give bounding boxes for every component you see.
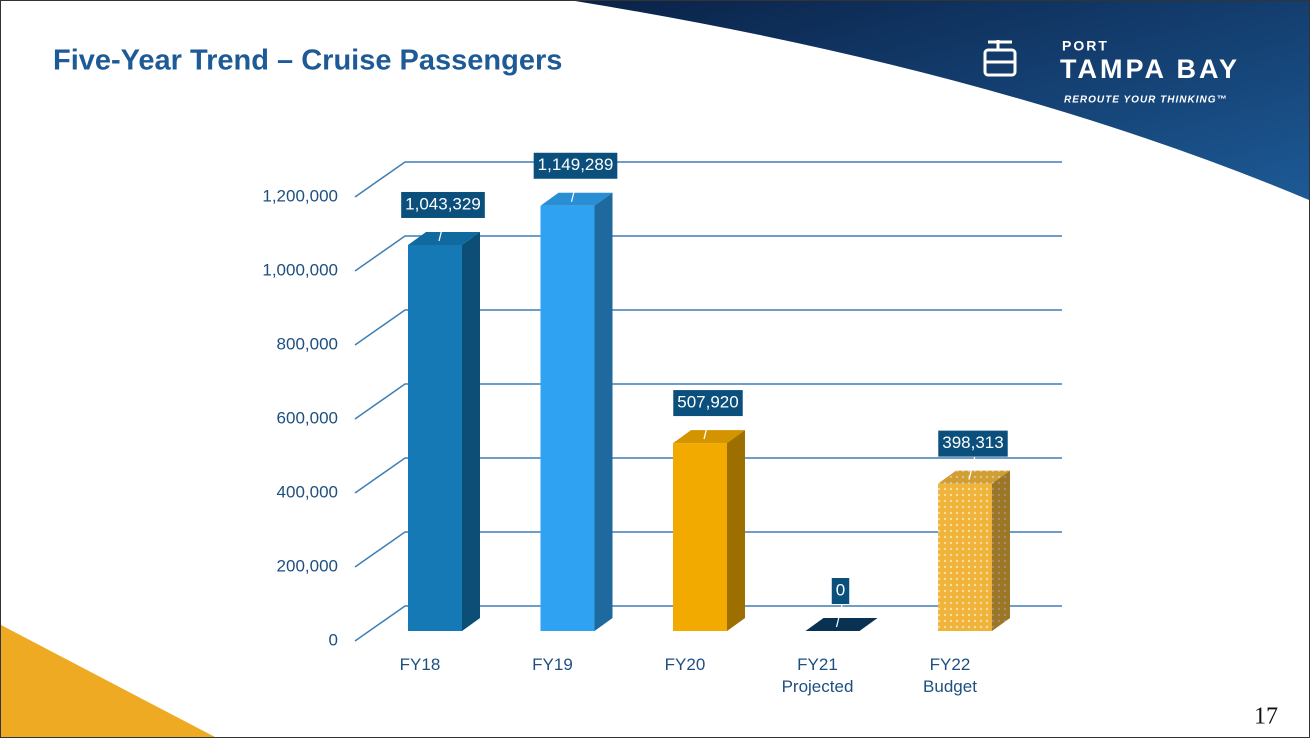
data-label-box [831, 578, 850, 604]
page-number: 17 [1254, 704, 1278, 730]
x-tick-label: FY22 Budget [923, 655, 977, 696]
y-tick-label: 800,000 [277, 334, 338, 353]
y-tick-label: 400,000 [277, 482, 338, 501]
chart: 0 200,000 400,000 600,000 800,000 1,000,000 1,… [262, 152, 1062, 696]
leader-line [703, 414, 711, 440]
grid-line [354, 309, 1062, 346]
y-tick-label: 0 [329, 630, 338, 649]
x-tick-label: FY21 Projected [782, 655, 854, 696]
bar-side [727, 430, 745, 631]
grid-line [354, 235, 1062, 272]
bar-top [805, 618, 878, 631]
bar-top-shade [938, 470, 1010, 484]
tagline: REROUTE YOUR THINKING™ [1064, 95, 1228, 106]
corner-shape [1, 625, 215, 737]
grid-line [354, 457, 1062, 494]
data-label: 507,920 [677, 393, 738, 412]
bar-side-shade [992, 470, 1010, 631]
y-tick-label: 1,000,000 [262, 260, 338, 279]
data-label: 1,149,289 [538, 155, 614, 174]
data-label: 398,313 [942, 433, 1003, 452]
logo-top: PORT [1062, 38, 1109, 54]
y-tick-label: 1,200,000 [262, 186, 338, 205]
data-label: 1,043,329 [405, 194, 481, 213]
bar-side-dots [992, 470, 1010, 631]
y-tick-label: 600,000 [277, 408, 338, 427]
y-tick-label: 200,000 [277, 556, 338, 575]
grid-line [354, 383, 1062, 420]
bar-side [594, 192, 613, 632]
x-tick-label: FY19 [532, 655, 573, 674]
leader-line [968, 455, 976, 480]
chart-title: Five-Year Trend – Cruise Passengers [53, 45, 562, 77]
logo-name: TAMPA BAY [1060, 54, 1240, 84]
bar-top [540, 192, 613, 206]
leader-line [835, 602, 844, 628]
data-label-box [533, 152, 618, 179]
grid-line [354, 531, 1062, 568]
x-tick-label: FY20 [665, 655, 706, 674]
x-tick-label: FY18 [400, 655, 441, 674]
bar [673, 430, 745, 631]
bar [408, 231, 480, 632]
leader-line [570, 177, 579, 202]
data-label-box [401, 191, 485, 218]
bar-face-dots [938, 483, 992, 631]
bar-side-shade [462, 231, 480, 632]
header-shape [575, 1, 1309, 200]
bar-top-dots [938, 470, 1010, 484]
bar-face [408, 244, 462, 632]
bar-top-shade [805, 618, 878, 631]
data-label: 0 [836, 580, 845, 599]
logo-icon [983, 40, 1017, 77]
bar-top-shade [540, 192, 613, 206]
bar [540, 192, 613, 632]
grid-line [354, 161, 1062, 198]
bar-top [408, 231, 480, 245]
bar-top-shade [673, 430, 745, 444]
bar-side-shade [727, 430, 745, 631]
leader-line [438, 216, 446, 242]
bar-face [673, 443, 727, 631]
bar [805, 618, 878, 631]
bar-top-shade [408, 231, 480, 245]
bar [938, 470, 1010, 631]
bar-top [673, 430, 745, 444]
data-label-box [938, 430, 1008, 457]
bar-face [540, 205, 595, 632]
grid-line [354, 605, 1062, 642]
bar-side [462, 231, 480, 632]
data-label-box [673, 390, 743, 417]
bar-side-shade [594, 192, 613, 632]
